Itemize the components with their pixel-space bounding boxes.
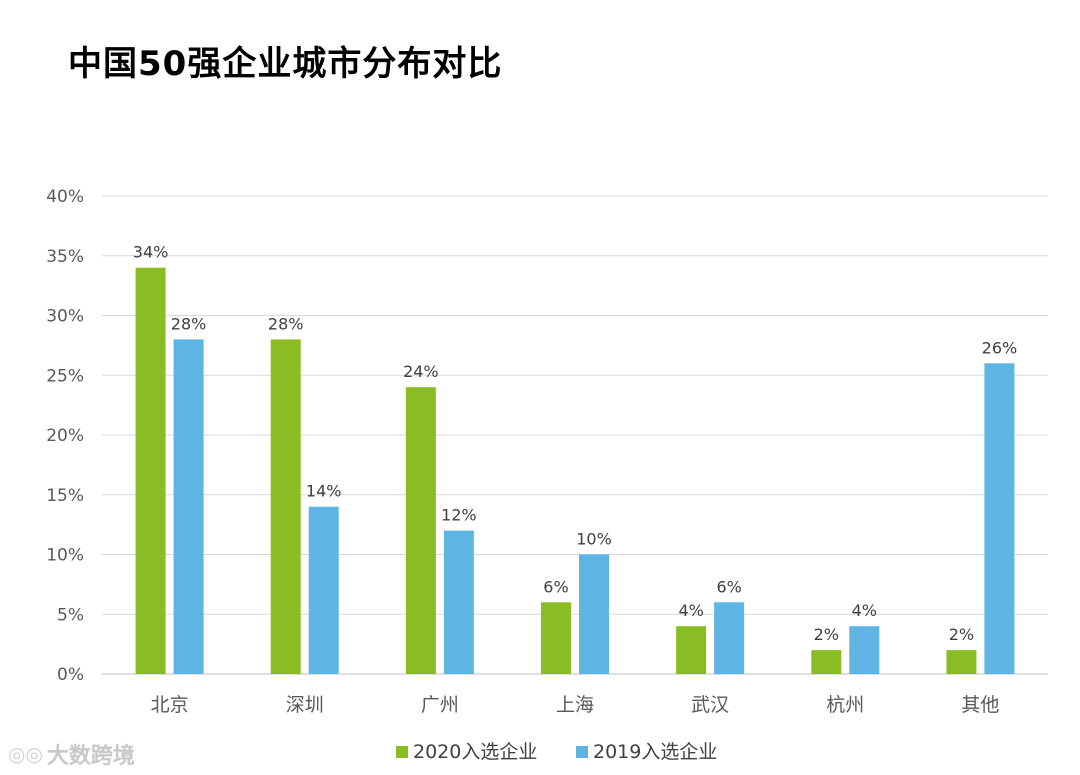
y-tick-label: 0% <box>57 665 84 685</box>
watermark: ◎◎ 大数跨境 <box>8 738 135 770</box>
bar <box>135 267 166 674</box>
data-label: 12% <box>441 506 477 525</box>
bar <box>579 554 609 674</box>
data-label: 10% <box>576 530 612 549</box>
data-label: 14% <box>306 482 342 501</box>
bar <box>173 339 204 674</box>
watermark-text: 大数跨境 <box>46 744 135 769</box>
bar <box>405 387 436 674</box>
watermark-logo-icon: ◎◎ <box>8 742 43 766</box>
bar <box>270 339 301 674</box>
data-label: 28% <box>171 314 207 333</box>
x-category-label: 广州 <box>421 694 459 716</box>
data-label: 34% <box>133 243 169 262</box>
legend-label: 2020入选企业 <box>413 741 537 763</box>
y-tick-label: 35% <box>46 247 84 267</box>
y-tick-label: 5% <box>57 605 84 625</box>
x-category-label: 深圳 <box>286 694 324 716</box>
data-label: 2% <box>814 625 839 644</box>
data-label: 28% <box>268 314 304 333</box>
bar <box>676 626 707 674</box>
bar <box>443 530 474 674</box>
legend-label: 2019入选企业 <box>593 741 717 763</box>
legend-swatch <box>576 746 588 758</box>
y-tick-label: 10% <box>46 546 84 566</box>
data-label: 24% <box>403 362 439 381</box>
bar <box>849 626 880 674</box>
bar <box>541 602 571 674</box>
x-category-label: 北京 <box>151 694 189 716</box>
bar <box>946 650 977 674</box>
y-tick-label: 40% <box>46 187 84 207</box>
y-tick-label: 15% <box>46 486 84 506</box>
data-label: 4% <box>852 601 877 620</box>
data-label: 26% <box>982 338 1018 357</box>
x-category-label: 其他 <box>961 694 999 716</box>
legend-swatch <box>396 746 408 758</box>
bar <box>811 650 842 674</box>
y-tick-label: 25% <box>46 366 84 386</box>
bar <box>308 506 339 674</box>
page-title: 中国50强企业城市分布对比 <box>68 44 503 84</box>
x-category-label: 上海 <box>556 694 594 716</box>
data-label: 6% <box>716 577 741 596</box>
y-tick-label: 30% <box>46 307 84 327</box>
x-category-label: 杭州 <box>826 694 864 716</box>
y-tick-label: 20% <box>46 426 84 446</box>
bar <box>984 363 1015 674</box>
bar <box>714 602 745 674</box>
data-label: 4% <box>678 601 703 620</box>
data-label: 2% <box>949 625 974 644</box>
data-label: 6% <box>543 577 568 596</box>
x-category-label: 武汉 <box>691 694 729 716</box>
